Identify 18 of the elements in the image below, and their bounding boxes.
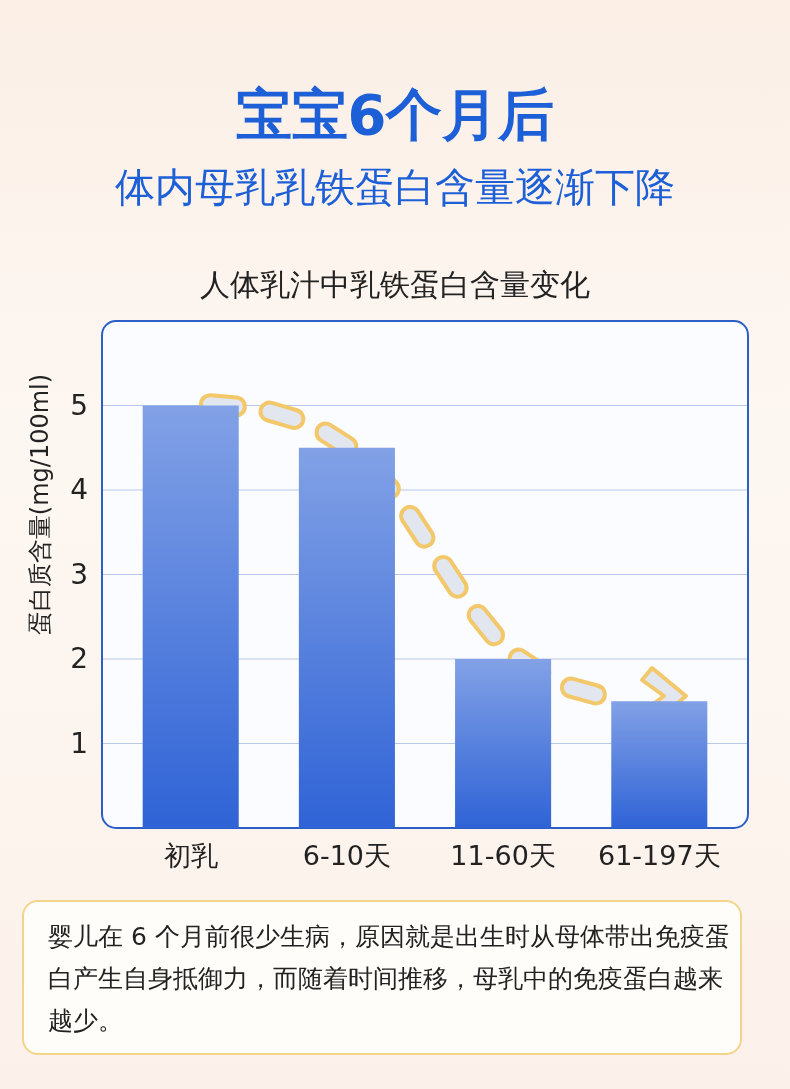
chart-title: 宝宝6个月后 (234, 81, 556, 149)
x-tick-label: 6-10天 (302, 840, 392, 872)
y-tick-label: 5 (70, 388, 88, 422)
bar (298, 447, 395, 828)
text: 人体乳汁中乳铁蛋白含量变化 (199, 266, 591, 304)
chart-subtitle: 体内母乳乳铁蛋白含量逐渐下降 (114, 163, 676, 212)
y-tick-label: 4 (70, 473, 88, 507)
x-tick-label: 61-197天 (597, 840, 721, 872)
bar (611, 701, 708, 828)
y-tick-label: 3 (70, 557, 88, 591)
x-tick-label: 初乳 (163, 840, 218, 872)
text: 婴儿在 6 个月前很少生病，原因就是出生时从母体带出免疫蛋白产生自身抵御力，而随着时间推移，母乳中的免疫蛋白越来越少。 (22, 900, 742, 1055)
y-axis-title: 蛋白质含量(mg/100ml) (26, 373, 54, 636)
bar (142, 405, 239, 828)
y-tick-label: 2 (70, 642, 88, 676)
y-tick-label: 1 (70, 726, 88, 760)
bar (455, 659, 552, 828)
x-tick-label: 11-60天 (450, 840, 556, 872)
